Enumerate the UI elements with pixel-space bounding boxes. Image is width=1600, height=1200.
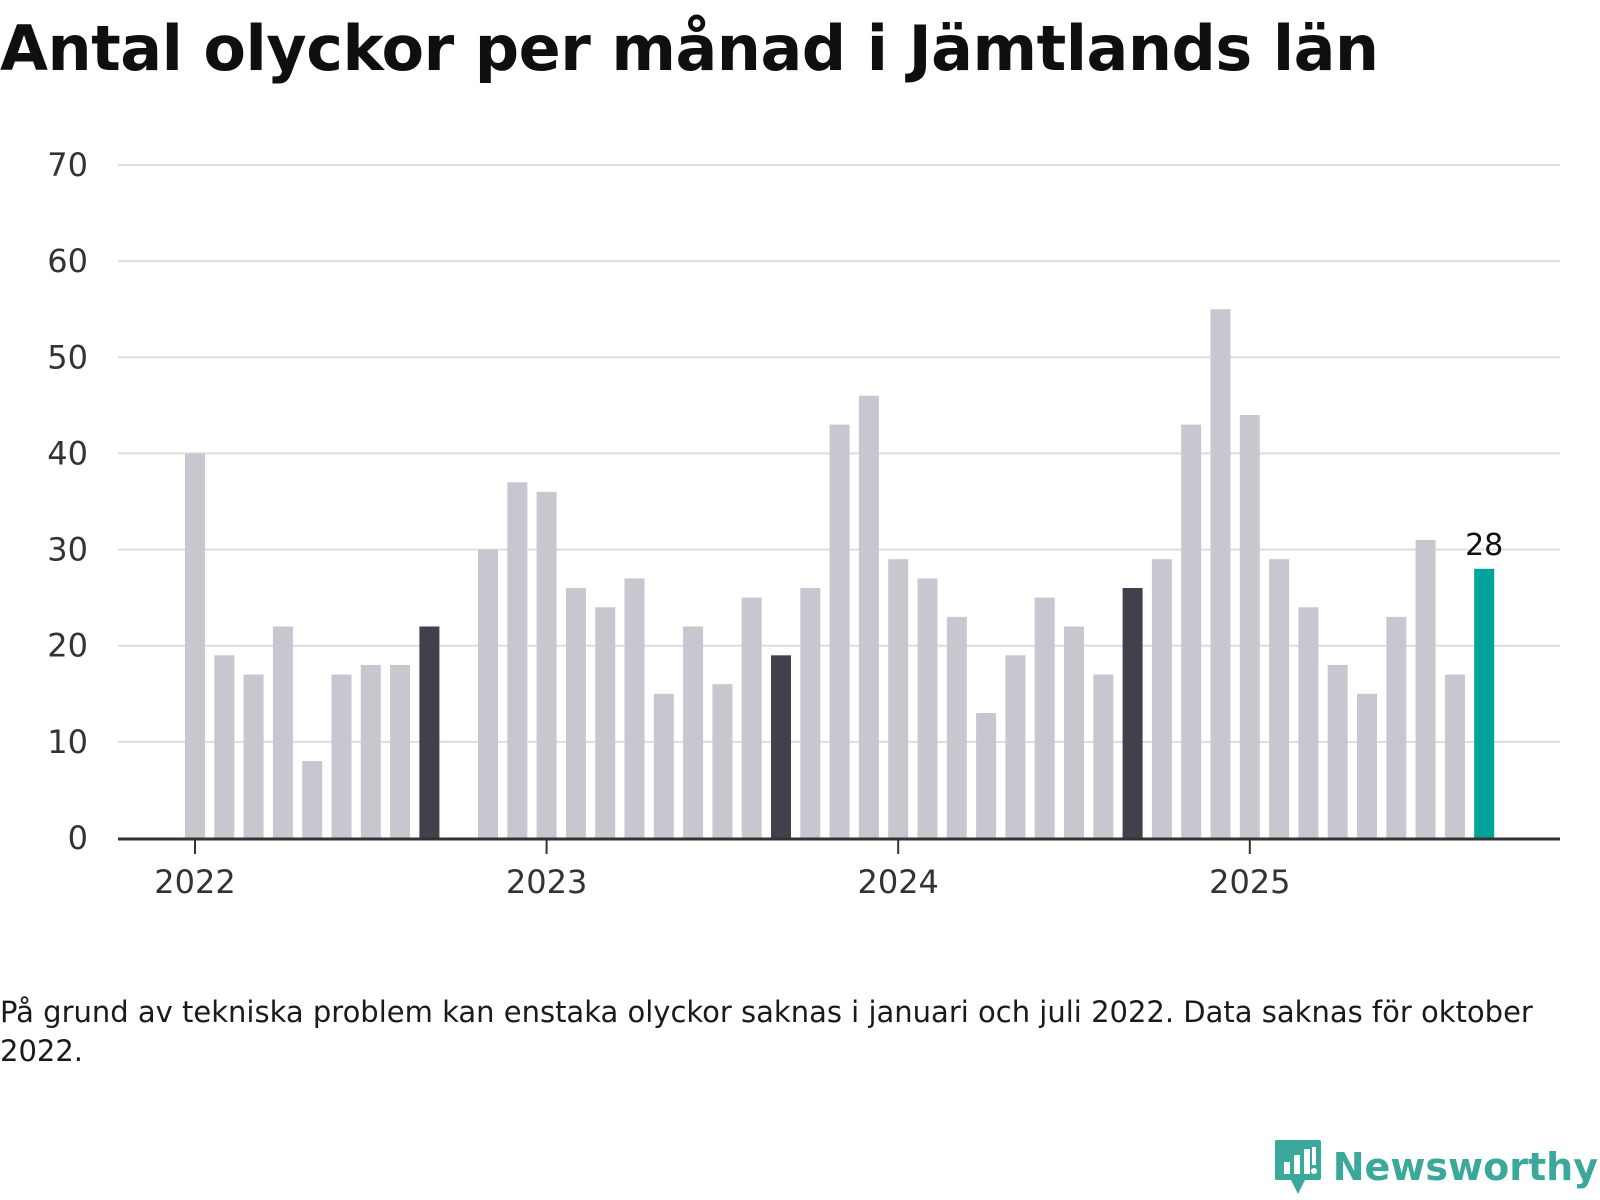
bar-2025-03	[1298, 607, 1319, 838]
bars	[185, 309, 1495, 838]
y-tick-label: 40	[47, 434, 88, 472]
bar-2023-12	[858, 395, 879, 838]
bar-2023-03	[595, 607, 616, 838]
bar-2024-05	[1005, 655, 1026, 838]
data-label: 28	[1465, 528, 1503, 563]
bar-2025-02	[1269, 559, 1290, 838]
y-tick-label: 70	[47, 146, 88, 184]
data-labels: 28	[1465, 528, 1503, 563]
x-axis-ticks: 2022 2023 2024 2025	[154, 838, 1291, 901]
bar-2022-12	[507, 482, 528, 838]
bar-2023-06	[683, 626, 704, 838]
y-tick-label: 20	[47, 627, 88, 665]
bar-2023-10	[800, 588, 821, 838]
brand-name: Newsworthy	[1332, 1145, 1598, 1189]
bar-2023-11	[829, 424, 850, 838]
bar-2022-04	[272, 626, 293, 838]
x-tick-label: 2022	[154, 863, 235, 901]
bar-2024-03	[946, 616, 967, 838]
bar-2023-02	[565, 588, 586, 838]
x-tick-label: 2024	[857, 863, 938, 901]
bar-2023-07	[712, 684, 733, 838]
bar-2024-04	[976, 713, 997, 838]
x-tick-label: 2025	[1209, 863, 1290, 901]
newsworthy-icon	[1274, 1140, 1321, 1194]
bar-2023-04	[624, 578, 645, 838]
bar-2023-01	[536, 491, 557, 838]
y-tick-label: 50	[47, 338, 88, 376]
y-tick-label: 10	[47, 723, 88, 761]
bar-2025-06	[1386, 616, 1407, 838]
bar-2022-07	[360, 664, 381, 838]
bar-2024-08	[1093, 674, 1114, 838]
bar-2025-05	[1357, 693, 1377, 838]
bar-2023-05	[653, 693, 674, 838]
bar-2024-06	[1034, 597, 1055, 838]
bar-2022-08	[390, 664, 411, 838]
y-tick-label: 30	[47, 531, 88, 569]
bar-2025-09	[1474, 568, 1495, 838]
x-tick-label: 2023	[506, 863, 587, 901]
bar-2024-07	[1064, 626, 1084, 838]
bar-2022-06	[331, 674, 352, 838]
bar-2025-01	[1239, 414, 1260, 838]
bar-2024-01	[888, 559, 909, 838]
bar-2024-11	[1181, 424, 1202, 838]
bar-2024-12	[1210, 309, 1231, 838]
bar-2023-08	[741, 597, 762, 838]
bar-2025-08	[1444, 674, 1465, 838]
bar-2022-03	[243, 674, 264, 838]
bar-2022-01	[185, 453, 205, 838]
y-tick-label: 0	[68, 819, 88, 857]
bar-2022-11	[478, 549, 498, 838]
bar-2022-09	[419, 626, 440, 838]
footnote: På grund av tekniska problem kan enstaka…	[0, 995, 1533, 1068]
bar-chart: 0 10 20 30 40 50 60 70 2022 2023 2024 2025 28	[47, 146, 1560, 901]
bar-2025-07	[1415, 539, 1436, 838]
bar-2023-09	[771, 655, 791, 838]
bar-2024-02	[917, 578, 938, 838]
bar-2022-05	[302, 761, 323, 838]
bar-2022-02	[214, 655, 235, 838]
y-tick-label: 60	[47, 242, 88, 280]
y-axis-ticks: 0 10 20 30 40 50 60 70	[47, 146, 88, 857]
bar-2024-10	[1151, 559, 1172, 838]
chart-title: Antal olyckor per månad i Jämtlands län	[0, 12, 1379, 85]
brand-logo: Newsworthy	[1273, 1138, 1598, 1196]
bar-2025-04	[1327, 664, 1348, 838]
bar-2024-09	[1122, 588, 1143, 838]
